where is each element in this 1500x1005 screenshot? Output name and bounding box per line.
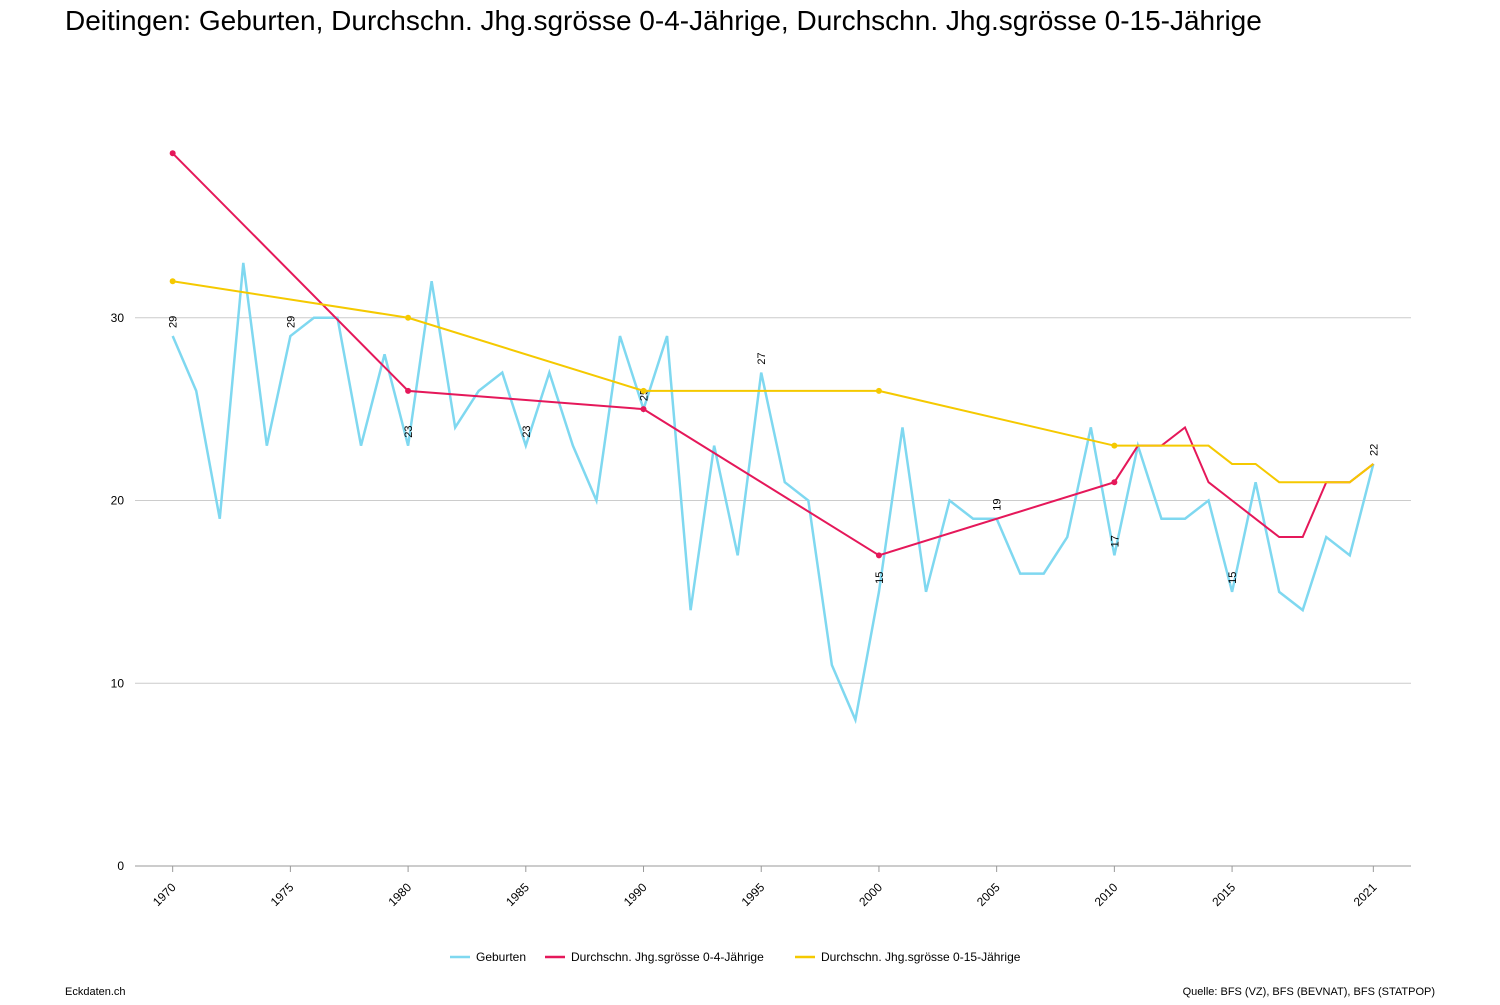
point-marker: [169, 150, 176, 157]
data-label: 23: [403, 425, 415, 437]
data-label: 22: [1368, 444, 1380, 456]
x-tick-label: 1985: [503, 880, 532, 909]
legend-label: Geburten: [476, 950, 526, 964]
point-marker: [1111, 479, 1118, 486]
data-label: 15: [1227, 572, 1239, 584]
series-line: [171, 152, 1374, 557]
x-tick-label: 2000: [856, 880, 885, 909]
point-marker: [1111, 442, 1118, 449]
x-tick-label: 2021: [1351, 880, 1380, 909]
legend-label: Durchschn. Jhg.sgrösse 0-4-Jährige: [571, 950, 764, 964]
data-label: 15: [874, 572, 886, 584]
y-tick-label: 0: [117, 859, 124, 873]
point-marker: [405, 387, 412, 394]
point-marker: [405, 314, 412, 321]
data-label: 29: [168, 316, 180, 328]
x-tick-label: 1995: [739, 880, 768, 909]
point-marker: [640, 406, 647, 413]
point-marker: [640, 387, 647, 394]
data-label: 19: [992, 499, 1004, 511]
y-tick-label: 30: [111, 311, 125, 325]
series-line: [172, 280, 1374, 484]
x-tick-label: 2005: [974, 880, 1003, 909]
x-tick-label: 1980: [385, 880, 414, 909]
footer-left: Eckdaten.ch: [65, 986, 126, 998]
data-label: 27: [756, 352, 768, 364]
chart-title: Deitingen: Geburten, Durchschn. Jhg.sgrö…: [65, 5, 1262, 36]
data-label: 17: [1109, 535, 1121, 547]
data-label: 29: [285, 316, 297, 328]
x-tick-label: 2015: [1209, 880, 1238, 909]
legend-label: Durchschn. Jhg.sgrösse 0-15-Jährige: [821, 950, 1021, 964]
data-label: 23: [521, 425, 533, 437]
point-marker: [875, 387, 882, 394]
y-tick-label: 10: [111, 676, 125, 690]
y-tick-label: 20: [111, 494, 125, 508]
point-marker: [169, 278, 176, 285]
x-tick-label: 1975: [268, 880, 297, 909]
x-tick-label: 1970: [150, 880, 179, 909]
point-marker: [875, 552, 882, 559]
footer-right: Quelle: BFS (VZ), BFS (BEVNAT), BFS (STA…: [1183, 986, 1435, 998]
series-line: [171, 262, 1375, 725]
x-tick-label: 1990: [621, 880, 650, 909]
x-tick-label: 2010: [1092, 880, 1121, 909]
